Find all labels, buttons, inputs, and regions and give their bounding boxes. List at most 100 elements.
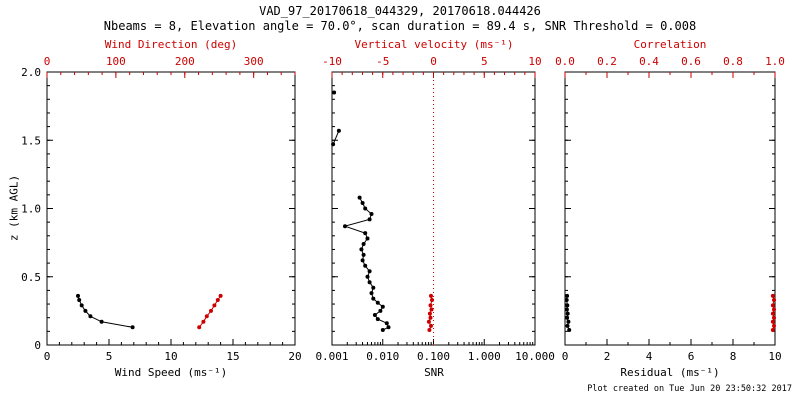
y-tick-label: 1.5 <box>21 134 41 147</box>
x-tick-label: 0 <box>562 350 569 363</box>
figure-subtitle: Nbeams = 8, Elevation angle = 70.0°, sca… <box>103 19 697 33</box>
wind-panel: 00.51.01.52.00 5 10 15 200 100 200 300 <box>21 55 302 363</box>
vertical-velocity-point <box>428 315 433 320</box>
x-tick-label: 0.8 <box>723 55 743 68</box>
x-tick-label: 0.4 <box>639 55 659 68</box>
x-tick-label: 0 <box>44 350 51 363</box>
snr-profile-point <box>361 242 366 246</box>
x-tick-label: 100 <box>106 55 126 68</box>
correlation-point <box>770 328 775 332</box>
correlation-point <box>772 307 776 312</box>
x-tick-label: -10 <box>322 55 342 68</box>
snr-profile-point <box>367 217 372 222</box>
x-tick-label: 0.2 <box>597 55 617 68</box>
correlation-point <box>772 298 776 302</box>
wind-speed-point <box>79 303 84 308</box>
residual-point <box>565 311 570 316</box>
snr-top-point-point <box>332 90 337 95</box>
snr-profile-point <box>371 296 376 301</box>
snr-profile-point <box>365 274 370 279</box>
x-tick-label: 0.0 <box>555 55 575 68</box>
vertical-velocity-point <box>429 307 434 312</box>
x-tick-label: 10 <box>164 350 177 363</box>
wind-speed-point <box>130 325 135 330</box>
vertical-velocity-point <box>427 328 432 332</box>
correlation-point <box>770 293 775 298</box>
wind-direction-point <box>215 298 220 302</box>
x-tick-label: 0.6 <box>681 55 701 68</box>
x-tick-label: 0.100 <box>417 350 450 363</box>
snr-profile-point <box>343 224 347 229</box>
vertical-velocity-point <box>427 311 432 316</box>
wind-speed-axis-label: Wind Speed (ms⁻¹) <box>114 366 228 379</box>
snr-profile-point <box>384 321 389 326</box>
x-tick-label: 4 <box>646 350 653 363</box>
snr-profile-point <box>367 269 372 274</box>
x-tick-label: 20 <box>288 350 301 363</box>
residual-point <box>565 293 570 298</box>
snr-profile-point <box>372 313 377 317</box>
snr-profile-point <box>380 328 385 332</box>
snr-profile-point <box>369 212 374 216</box>
snr-axis-label: SNR <box>424 366 444 379</box>
snr-profile-point <box>360 258 365 263</box>
x-tick-label: 8 <box>730 350 737 363</box>
vertical-velocity-point <box>429 323 433 328</box>
snr-profile-point <box>375 300 380 305</box>
correlation-point <box>770 319 775 324</box>
x-tick-label: 1.0 <box>765 55 785 68</box>
snr-profile-point <box>363 263 368 268</box>
x-tick-label: 0 <box>430 55 437 68</box>
vertical-velocity-point <box>428 303 433 308</box>
wind-direction-point <box>212 303 217 308</box>
correlation-point <box>772 315 776 320</box>
x-tick-label: 200 <box>175 55 195 68</box>
snr-profile-point <box>380 304 385 309</box>
x-tick-label: 0.010 <box>366 350 399 363</box>
correlation-point <box>770 303 775 308</box>
snr-upper-segment-point <box>336 128 341 133</box>
residual-point <box>564 307 569 312</box>
figure-title: VAD_97_20170618_044329, 20170618.044426 <box>259 4 541 18</box>
vertical-velocity-axis-label: Vertical velocity (ms⁻¹) <box>354 38 514 51</box>
residual-point <box>566 319 571 324</box>
snr-profile-point <box>363 206 368 211</box>
snr-profile-point <box>357 195 362 200</box>
wind-speed-point <box>77 298 82 302</box>
plot-created-timestamp: Plot created on Tue Jun 20 23:50:32 2017 <box>587 384 792 394</box>
snr-panel: 0.001 0.010 0.100 1.000 10.000 -10 -5 0 5 10 <box>315 55 554 363</box>
snr-profile-point <box>378 308 383 313</box>
vertical-velocity-point <box>429 293 433 298</box>
snr-profile-point <box>375 317 380 322</box>
wind-speed-point <box>99 319 104 324</box>
y-tick-label: 0.5 <box>21 271 41 284</box>
residual-point <box>565 315 570 320</box>
x-tick-label: -5 <box>376 55 389 68</box>
x-tick-label: 1.000 <box>468 350 501 363</box>
y-axis-label: z (km AGL) <box>7 174 21 242</box>
wind-direction-point <box>218 293 223 298</box>
residual-point <box>565 323 570 328</box>
residual-point <box>567 328 572 332</box>
y-tick-label: 0 <box>34 339 41 352</box>
residual-axis-label: Residual (ms⁻¹) <box>620 366 720 379</box>
snr-profile-point <box>367 280 372 285</box>
wind-direction-point <box>209 308 213 313</box>
residual-point <box>565 303 570 308</box>
correlation-point <box>770 311 775 316</box>
x-tick-label: 10 <box>768 350 781 363</box>
wind-direction-point <box>204 314 209 319</box>
wind-direction-axis-label: Wind Direction (deg) <box>104 38 238 51</box>
x-tick-label: 5 <box>106 350 113 363</box>
residual-point <box>564 298 569 302</box>
wind-direction-point <box>201 319 206 324</box>
wind-speed-point <box>83 308 88 313</box>
wind-direction-point <box>197 325 202 330</box>
x-tick-label: 15 <box>226 350 239 363</box>
wind-speed-point <box>88 314 93 319</box>
snr-profile-point <box>365 236 370 241</box>
residual-panel: 0 2 4 6 8 10 0.0 0.2 0.4 0.6 0.8 1.0 <box>555 55 785 363</box>
y-tick-label: 2.0 <box>21 66 41 79</box>
snr-profile-point <box>386 325 391 330</box>
